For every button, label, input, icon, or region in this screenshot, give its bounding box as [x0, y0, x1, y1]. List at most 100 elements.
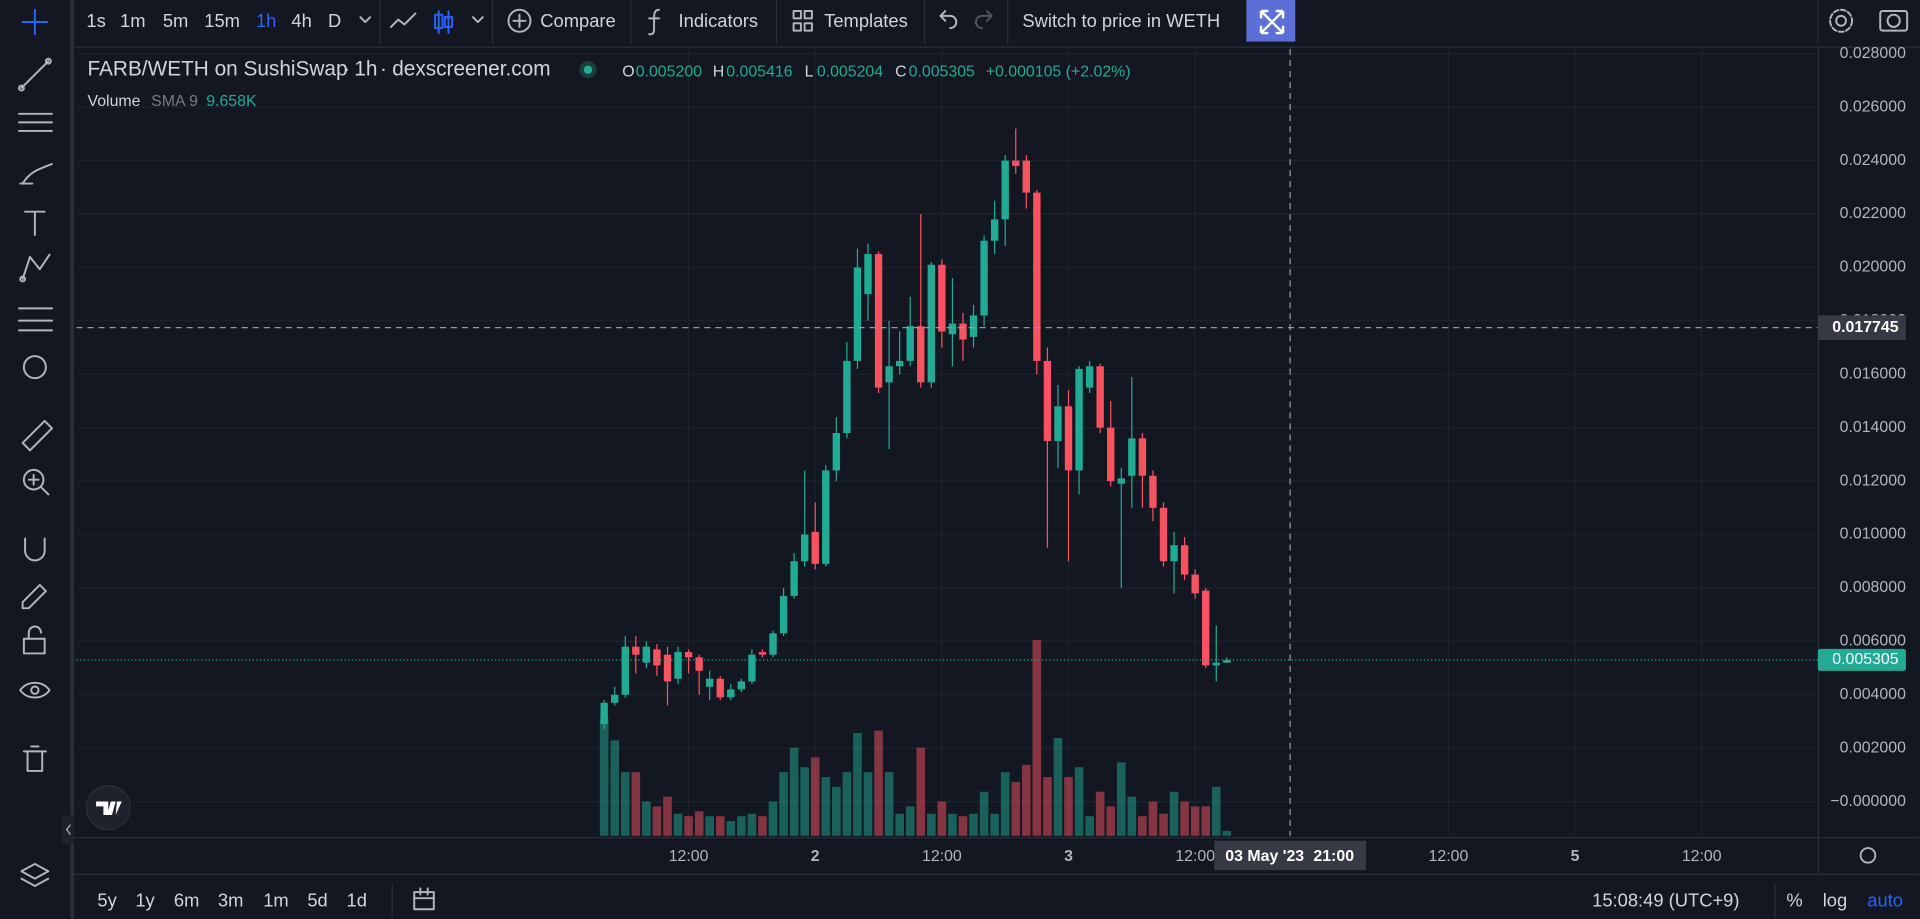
volume-legend: Volume [88, 93, 141, 110]
range-button[interactable]: 1d [347, 890, 367, 911]
crosshair-date-label: 03 May '23 [1225, 848, 1304, 865]
candle-body [864, 254, 872, 295]
candle-body [1033, 192, 1041, 361]
interval-button[interactable]: 1h [256, 10, 276, 31]
last-price-tag [1817, 648, 1906, 671]
volume-bar [1085, 816, 1094, 836]
candle-body [1043, 360, 1052, 442]
percent-toggle[interactable]: % [1786, 890, 1802, 911]
range-button[interactable]: 1y [135, 890, 155, 911]
x-tick-label: 12:00 [1429, 848, 1469, 865]
range-button[interactable]: 5d [307, 890, 327, 911]
collapse-tab[interactable] [61, 814, 75, 845]
legend-ohlc: O [622, 63, 634, 80]
interval-button[interactable]: 4h [291, 10, 311, 31]
crosshair-time-tag [1214, 840, 1367, 871]
interval-button[interactable]: 1s [86, 10, 105, 31]
y-tick-label: 0.014000 [1840, 419, 1906, 436]
volume-bar [747, 813, 757, 836]
volume-bar [842, 772, 852, 836]
candle-body [790, 561, 798, 596]
volume-bar [705, 816, 715, 836]
volume-bar [726, 821, 736, 836]
interval-button[interactable]: D [328, 10, 341, 31]
legend-title: FARB/WETH on SushiSwap [88, 57, 348, 80]
volume-bar [905, 806, 915, 836]
volume-bar [1190, 806, 1200, 836]
volume-bar [1053, 737, 1063, 836]
candle-body [653, 649, 661, 666]
candle-body [663, 654, 672, 682]
volume-bar [1159, 813, 1168, 836]
candle-body [895, 360, 904, 367]
candle-body [1107, 427, 1115, 482]
y-tick-label: 0.028000 [1840, 45, 1906, 62]
indicators-button[interactable]: Indicators [679, 10, 759, 31]
date-range-icon[interactable] [413, 887, 435, 911]
x-tick-label: 3 [1064, 848, 1073, 865]
toolbar-icons[interactable] [359, 8, 993, 36]
volume-bar [694, 811, 704, 836]
range-button[interactable]: 1m [263, 890, 288, 911]
volume-bar [1116, 762, 1126, 836]
drawing-tools[interactable] [17, 8, 53, 887]
volume-bar [684, 816, 693, 836]
legend-ohlc: H [713, 63, 724, 80]
last-price-label: 0.005305 [1832, 651, 1898, 668]
interval-button[interactable]: 5m [163, 10, 188, 31]
collapse-icon [65, 824, 71, 835]
volume-bar [1095, 791, 1105, 836]
range-button[interactable]: 5y [97, 890, 117, 911]
range-button[interactable]: 3m [218, 890, 243, 911]
volume-bar [1201, 806, 1211, 836]
interval-button[interactable]: 15m [204, 10, 240, 31]
legend-ohlc: 0.005200 [636, 63, 702, 80]
candle-body [779, 595, 788, 634]
candle-body [727, 689, 735, 698]
candle-body [885, 366, 893, 383]
volume-bar [737, 816, 746, 836]
candle-body [695, 657, 703, 671]
candle-body [1138, 438, 1147, 476]
clock: 15:08:49 (UTC+9) [1592, 890, 1739, 911]
templates-button[interactable]: Templates [824, 10, 908, 31]
candle-body [716, 678, 724, 698]
candle-body [1202, 590, 1210, 666]
interval-button[interactable]: 1m [120, 10, 145, 31]
candle-body [822, 470, 830, 564]
plot-area [76, 48, 1818, 836]
top-toolbar [359, 0, 1909, 45]
compare-button[interactable]: Compare [540, 10, 615, 31]
range-button[interactable]: 6m [174, 890, 199, 911]
left-toolbar [0, 0, 71, 919]
candle-body [843, 360, 851, 434]
candle-body [938, 264, 946, 332]
candle-body [800, 534, 809, 562]
volume-bar [620, 772, 630, 836]
legend-ohlc: 0.005204 [817, 63, 883, 80]
y-tick-label: 0.002000 [1840, 739, 1906, 756]
switch-price-button[interactable]: Switch to price in WETH [1022, 10, 1220, 31]
candle-body [980, 240, 988, 316]
candle-body [969, 315, 978, 337]
volume-bar [1032, 639, 1042, 836]
candle-body [642, 646, 651, 663]
candle-body [906, 326, 914, 361]
y-tick-label: 0.012000 [1840, 472, 1906, 489]
volume-bar [937, 801, 947, 836]
candle-body [1212, 662, 1220, 666]
volume-bar [768, 801, 778, 836]
candle-body [1064, 406, 1073, 471]
log-toggle[interactable]: log [1823, 890, 1847, 911]
volume-bar [1148, 801, 1158, 836]
auto-toggle[interactable]: auto [1867, 890, 1903, 911]
volume-bar [969, 813, 978, 836]
candle-body [674, 652, 682, 679]
candle-body [737, 681, 746, 690]
volume-bar [599, 718, 609, 836]
y-tick-label: 0.020000 [1840, 259, 1906, 276]
settings-icons[interactable] [1829, 8, 1909, 33]
axis-settings[interactable] [1859, 847, 1877, 864]
candle-body [611, 694, 619, 703]
